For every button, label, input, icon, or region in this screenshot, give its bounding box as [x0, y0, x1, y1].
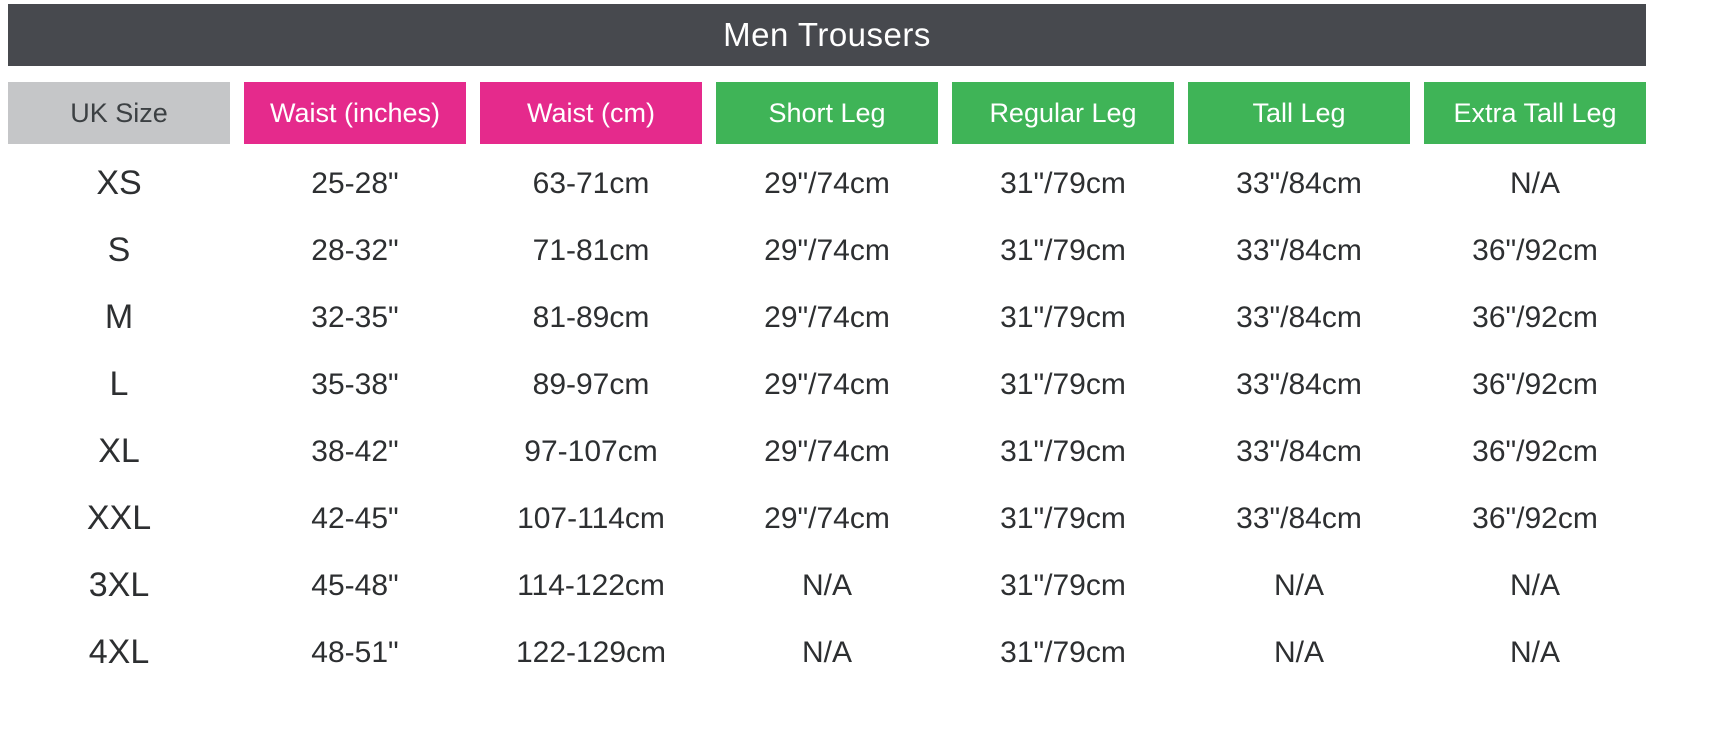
column-header-extra-tall-leg: Extra Tall Leg [1424, 82, 1646, 144]
size-label: S [107, 231, 131, 269]
cell-value: 33"/84cm [1236, 434, 1362, 468]
cell-value: 31"/79cm [1000, 300, 1126, 334]
column-header-tall-leg: Tall Leg [1188, 82, 1410, 144]
cell-value: 31"/79cm [1000, 635, 1126, 669]
cell-value: 33"/84cm [1236, 367, 1362, 401]
cell-value: 29"/74cm [764, 434, 890, 468]
cell-value: N/A [1509, 568, 1560, 602]
cell-value: 36"/92cm [1472, 501, 1598, 535]
cell-value: 31"/79cm [1000, 233, 1126, 267]
cell-value: 29"/74cm [764, 367, 890, 401]
column-header-waist-cm: Waist (cm) [480, 82, 702, 144]
table-row: S 28-32" 71-81cm 29"/74cm 31"/79cm 33"/84cm 36… [8, 217, 1646, 284]
table-row: 3XL 45-48" 114-122cm N/A 31"/79cm N/A N/A [8, 552, 1646, 619]
size-label: L [109, 365, 129, 403]
cell-value: 33"/84cm [1236, 501, 1362, 535]
cell-value: 71-81cm [532, 233, 650, 267]
cell-value: 29"/74cm [764, 300, 890, 334]
cell-value: 31"/79cm [1000, 367, 1126, 401]
chart-title: Men Trousers [723, 16, 931, 53]
cell-value: 28-32" [311, 233, 399, 267]
cell-value: 33"/84cm [1236, 166, 1362, 200]
cell-value: 33"/84cm [1236, 300, 1362, 334]
cell-value: 114-122cm [517, 568, 665, 602]
column-header-regular-leg: Regular Leg [952, 82, 1174, 144]
cell-value: N/A [1509, 166, 1560, 200]
size-label: 3XL [88, 566, 150, 604]
table-row: L 35-38" 89-97cm 29"/74cm 31"/79cm 33"/84cm 36… [8, 351, 1646, 418]
cell-value: N/A [801, 568, 852, 602]
table-row: M 32-35" 81-89cm 29"/74cm 31"/79cm 33"/84cm 36… [8, 284, 1646, 351]
cell-value: N/A [1509, 635, 1560, 669]
size-label: XL [98, 432, 140, 470]
cell-value: N/A [1273, 568, 1324, 602]
cell-value: N/A [1273, 635, 1324, 669]
size-label: 4XL [88, 633, 150, 671]
cell-value: 36"/92cm [1472, 300, 1598, 334]
table-row: XS 25-28" 63-71cm 29"/74cm 31"/79cm 33"/84cm N… [8, 150, 1646, 217]
cell-value: 89-97cm [532, 367, 650, 401]
cell-value: 32-35" [311, 300, 399, 334]
cell-value: 48-51" [311, 635, 399, 669]
table-row: 4XL 48-51" 122-129cm N/A 31"/79cm N/A N/A [8, 619, 1646, 686]
cell-value: 81-89cm [532, 300, 650, 334]
cell-value: N/A [801, 635, 852, 669]
cell-value: 36"/92cm [1472, 233, 1598, 267]
cell-value: 107-114cm [517, 501, 665, 535]
column-header-uk-size: UK Size [8, 82, 230, 144]
cell-value: 122-129cm [515, 635, 667, 669]
cell-value: 42-45" [311, 501, 399, 535]
column-header-waist-inches: Waist (inches) [244, 82, 466, 144]
column-header-short-leg: Short Leg [716, 82, 938, 144]
cell-value: 31"/79cm [1000, 166, 1126, 200]
cell-value: 36"/92cm [1472, 367, 1598, 401]
cell-value: 33"/84cm [1236, 233, 1362, 267]
cell-value: 45-48" [311, 568, 399, 602]
cell-value: 29"/74cm [764, 501, 890, 535]
cell-value: 25-28" [311, 166, 399, 200]
cell-value: 31"/79cm [1000, 568, 1126, 602]
size-label: M [104, 298, 134, 336]
table-row: XL 38-42" 97-107cm 29"/74cm 31"/79cm 33"/84cm… [8, 418, 1646, 485]
size-label: XS [96, 164, 142, 202]
cell-value: 36"/92cm [1472, 434, 1598, 468]
header-row: UK Size Waist (inches) Waist (cm) Short Leg… [8, 82, 1646, 144]
table-body: XS 25-28" 63-71cm 29"/74cm 31"/79cm 33"/84cm N… [8, 150, 1646, 686]
cell-value: 31"/79cm [1000, 501, 1126, 535]
cell-value: 29"/74cm [764, 166, 890, 200]
chart-title-bar: Men Trousers [8, 4, 1646, 66]
size-label: XXL [86, 499, 152, 537]
cell-value: 31"/79cm [1000, 434, 1126, 468]
cell-value: 38-42" [311, 434, 399, 468]
size-chart: Men Trousers UK Size Waist (inches) Waist … [8, 0, 1646, 686]
cell-value: 35-38" [311, 367, 399, 401]
cell-value: 97-107cm [524, 434, 658, 468]
cell-value: 63-71cm [532, 166, 650, 200]
cell-value: 29"/74cm [764, 233, 890, 267]
table-row: XXL 42-45" 107-114cm 29"/74cm 31"/79cm 33"/84… [8, 485, 1646, 552]
